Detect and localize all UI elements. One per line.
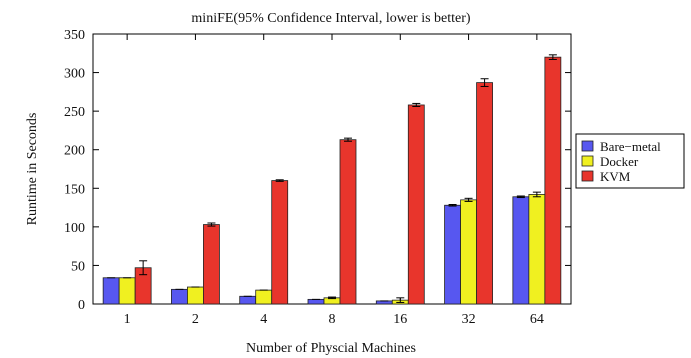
legend-label: Bare−metal — [600, 139, 661, 154]
y-tick-label: 50 — [71, 259, 85, 274]
y-axis-label: Runtime in Seconds — [25, 113, 40, 226]
x-tick-label: 4 — [260, 312, 267, 327]
bar-kvm — [203, 224, 220, 305]
bar-docker — [187, 286, 204, 305]
bar-docker — [118, 277, 136, 305]
chart-title: miniFE(95% Confidence Interval, lower is… — [191, 11, 470, 26]
y-tick-label: 100 — [64, 221, 85, 236]
x-tick-label: 1 — [124, 312, 131, 327]
y-tick-label: 150 — [64, 182, 85, 197]
x-tick-label: 32 — [462, 312, 476, 327]
bar-bare-metal — [444, 204, 461, 305]
bar-bare-metal — [512, 196, 530, 305]
plot-frame — [92, 33, 572, 305]
bar-bare-metal — [239, 295, 257, 305]
bar-docker — [460, 199, 477, 305]
x-tick-label: 64 — [530, 312, 544, 327]
legend-swatch — [581, 155, 594, 167]
y-tick-label: 200 — [64, 144, 85, 159]
x-tick-label: 8 — [329, 312, 336, 327]
bar-docker — [528, 194, 546, 305]
bar-bare-metal — [102, 277, 120, 305]
bar-docker — [255, 289, 273, 305]
bar-kvm — [339, 139, 357, 305]
bar-kvm — [544, 56, 562, 305]
legend-label: KVM — [600, 169, 631, 184]
bar-bare-metal — [171, 288, 188, 305]
bar-bare-metal — [307, 298, 325, 305]
legend-label: Docker — [600, 154, 639, 169]
bar-kvm — [271, 180, 289, 305]
x-axis-label: Number of Physcial Machines — [246, 341, 416, 356]
y-tick-label: 350 — [64, 28, 85, 43]
y-tick-label: 0 — [78, 298, 85, 313]
legend-swatch — [581, 170, 594, 182]
bar-kvm — [407, 104, 425, 305]
legend-box — [575, 133, 685, 189]
y-tick-label: 300 — [64, 67, 85, 82]
y-tick-label: 250 — [64, 105, 85, 120]
plot-area: 0 50 100 150 200 250 300 350 1 2 4 8 16 32 64 — [64, 28, 572, 327]
bar-kvm — [476, 82, 493, 305]
legend-swatch — [581, 140, 594, 152]
x-tick-label: 16 — [393, 312, 407, 327]
x-tick-label: 2 — [192, 312, 199, 327]
